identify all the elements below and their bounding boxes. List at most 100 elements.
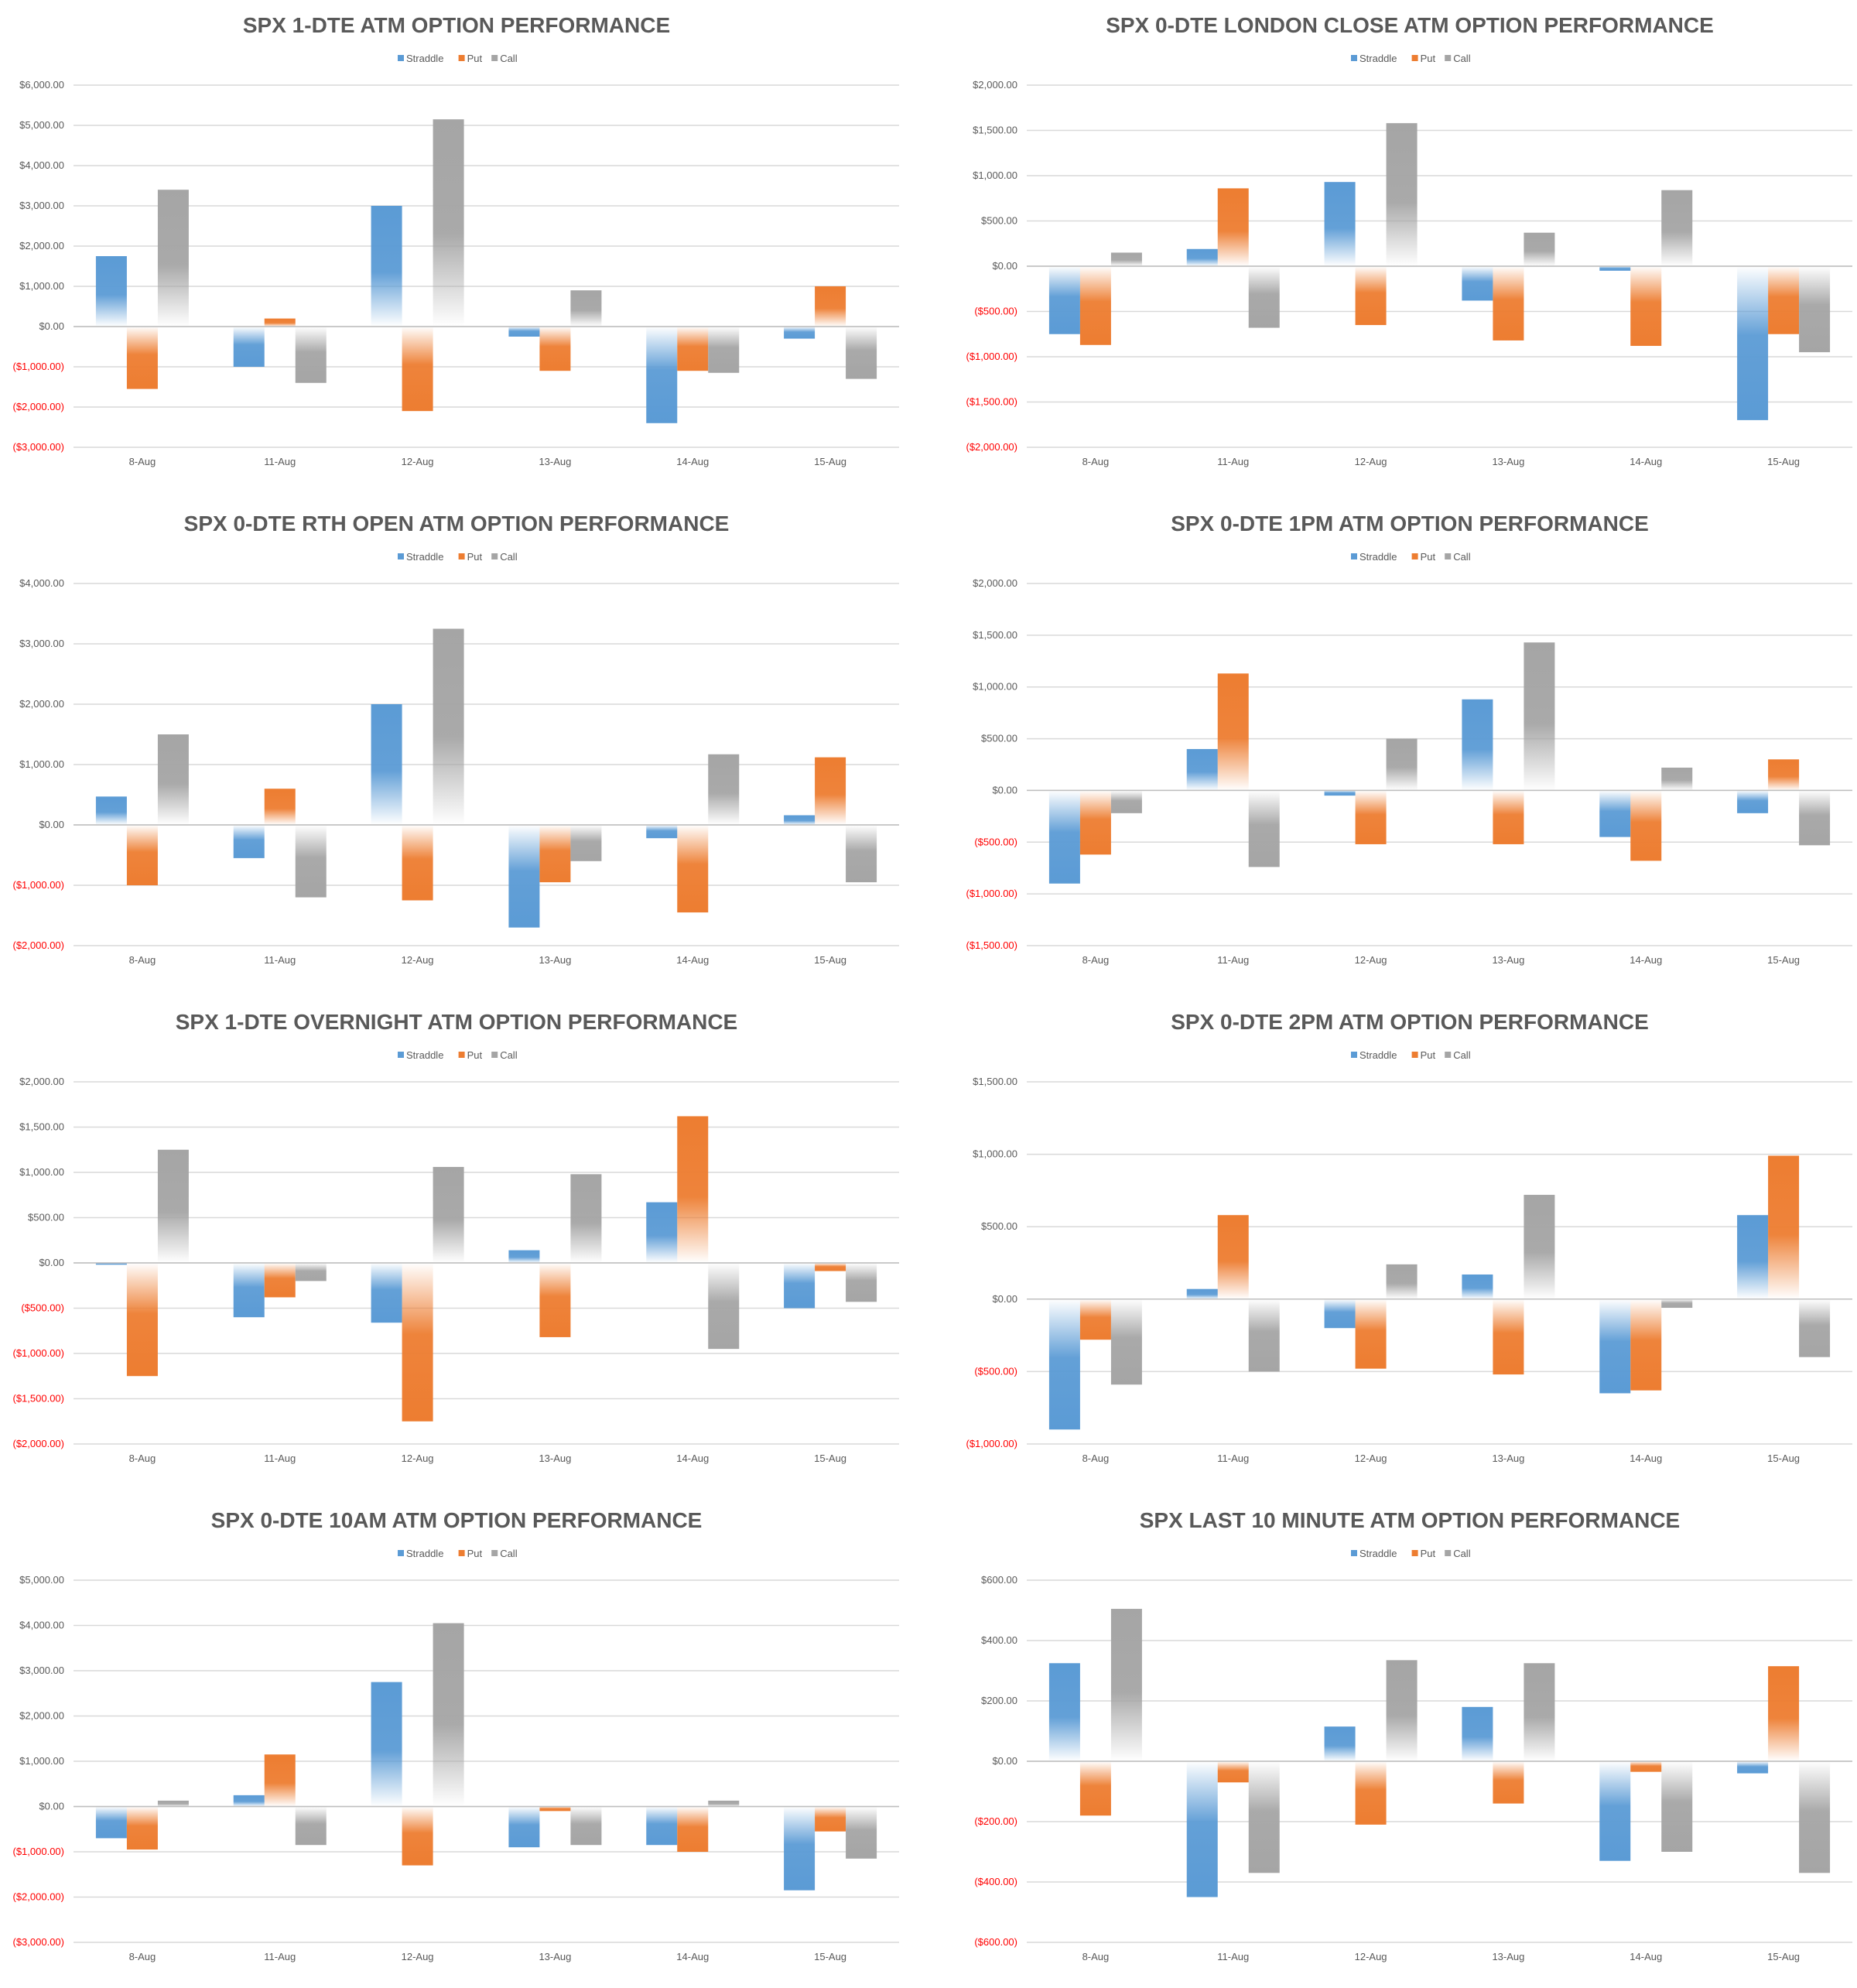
y-tick-label: ($1,000.00): [13, 1347, 65, 1359]
y-tick-label: ($1,000.00): [966, 1438, 1018, 1449]
legend-label-put: Put: [467, 1548, 483, 1559]
chart-panel-5: SPX 1-DTE OVERNIGHT ATM OPTION PERFORMAN…: [0, 997, 929, 1490]
x-tick-label: 11-Aug: [264, 456, 296, 467]
bar-straddle-12-Aug: [1324, 1726, 1356, 1761]
y-tick-label: $2,000.00: [973, 577, 1017, 589]
bar-call-8-Aug: [1110, 252, 1142, 266]
chart-legend: Straddle Put Call: [398, 1049, 518, 1061]
legend-swatch-call: [1445, 553, 1452, 559]
chart-legend: Straddle Put Call: [398, 551, 518, 563]
legend-swatch-straddle: [398, 1052, 404, 1058]
y-tick-label: ($400.00): [974, 1876, 1017, 1887]
bar-put-12-Aug: [1355, 790, 1387, 844]
bar-straddle-8-Aug: [1048, 1663, 1080, 1761]
bar-straddle-13-Aug: [508, 1806, 540, 1848]
bar-call-11-Aug: [295, 1263, 327, 1281]
bar-put-15-Aug: [815, 286, 846, 327]
chart-title: SPX 1-DTE ATM OPTION PERFORMANCE: [243, 13, 670, 37]
y-tick-label: ($500.00): [974, 1365, 1017, 1377]
y-tick-label: $4,000.00: [19, 577, 64, 589]
y-tick-label: ($500.00): [974, 306, 1017, 317]
bar-put-11-Aug: [264, 789, 296, 825]
bar-straddle-8-Aug: [1048, 790, 1080, 884]
bar-straddle-11-Aug: [233, 1795, 265, 1807]
bar-put-8-Aug: [1079, 1761, 1111, 1816]
chart-title: SPX 0-DTE 2PM ATM OPTION PERFORMANCE: [1171, 1010, 1649, 1034]
bar-straddle-12-Aug: [1324, 182, 1356, 266]
y-tick-label: ($3,000.00): [13, 1936, 65, 1948]
legend-swatch-straddle: [1351, 55, 1357, 61]
legend-swatch-straddle: [398, 1550, 404, 1556]
legend-label-call: Call: [1453, 551, 1471, 563]
y-tick-label: $3,000.00: [19, 1665, 64, 1676]
y-tick-label: ($1,000.00): [966, 888, 1018, 899]
y-tick-label: $0.00: [992, 1755, 1017, 1767]
bar-put-14-Aug: [1630, 1761, 1662, 1772]
y-tick-label: ($2,000.00): [13, 1438, 65, 1449]
bar-straddle-8-Aug: [95, 256, 127, 327]
y-tick-label: $0.00: [992, 1293, 1017, 1305]
x-tick-label: 13-Aug: [1492, 954, 1524, 966]
y-tick-label: $2,000.00: [19, 1710, 64, 1722]
y-tick-label: ($2,000.00): [966, 441, 1018, 453]
bar-straddle-14-Aug: [1599, 790, 1631, 837]
x-tick-label: 15-Aug: [814, 1453, 846, 1464]
legend-swatch-call: [491, 553, 498, 559]
x-tick-label: 8-Aug: [1082, 456, 1110, 467]
y-tick-label: $500.00: [981, 1220, 1017, 1232]
bar-call-12-Aug: [1386, 1264, 1418, 1299]
legend-label-put: Put: [1421, 53, 1436, 64]
legend-swatch-call: [491, 55, 498, 61]
bar-straddle-14-Aug: [1599, 266, 1631, 271]
y-tick-label: ($200.00): [974, 1815, 1017, 1827]
bar-call-14-Aug: [708, 1800, 740, 1807]
legend-label-put: Put: [1421, 1049, 1436, 1061]
bar-straddle-15-Aug: [784, 1806, 816, 1890]
bar-straddle-11-Aug: [1186, 1288, 1218, 1299]
bar-straddle-15-Aug: [784, 815, 816, 825]
bar-put-13-Aug: [539, 1806, 571, 1812]
bar-put-13-Aug: [539, 1263, 571, 1337]
y-tick-label: $0.00: [39, 320, 64, 332]
bar-straddle-12-Aug: [371, 206, 402, 327]
y-tick-label: $1,000.00: [973, 169, 1017, 181]
y-tick-label: $1,000.00: [973, 1148, 1017, 1160]
y-tick-label: $400.00: [981, 1634, 1017, 1646]
chart-title: SPX 0-DTE LONDON CLOSE ATM OPTION PERFOR…: [1106, 13, 1714, 37]
bar-straddle-11-Aug: [233, 825, 265, 858]
y-tick-label: ($1,000.00): [13, 879, 65, 891]
x-tick-label: 15-Aug: [1767, 954, 1800, 966]
bar-put-14-Aug: [1630, 1299, 1662, 1391]
y-tick-label: ($600.00): [974, 1936, 1017, 1948]
x-tick-label: 15-Aug: [814, 456, 846, 467]
legend-label-call: Call: [500, 1548, 518, 1559]
x-tick-label: 12-Aug: [1355, 1453, 1387, 1464]
bar-call-15-Aug: [846, 1263, 877, 1302]
legend-label-straddle: Straddle: [1359, 551, 1397, 563]
x-tick-label: 12-Aug: [402, 1951, 434, 1962]
bar-straddle-15-Aug: [1737, 266, 1769, 420]
bar-put-11-Aug: [264, 1263, 296, 1298]
x-tick-label: 15-Aug: [814, 954, 846, 966]
bar-straddle-8-Aug: [1048, 266, 1080, 334]
legend-label-call: Call: [500, 53, 518, 64]
x-tick-label: 14-Aug: [676, 1453, 709, 1464]
y-tick-label: $1,000.00: [19, 1755, 64, 1767]
x-tick-label: 14-Aug: [1630, 456, 1662, 467]
bar-put-14-Aug: [677, 825, 709, 913]
bar-call-14-Aug: [1661, 768, 1693, 791]
legend-swatch-call: [1445, 55, 1452, 61]
bar-straddle-13-Aug: [1462, 699, 1493, 791]
legend-label-straddle: Straddle: [1359, 1049, 1397, 1061]
x-tick-label: 13-Aug: [1492, 456, 1524, 467]
legend-swatch-call: [1445, 1550, 1452, 1556]
y-tick-label: ($500.00): [21, 1302, 64, 1314]
legend-swatch-put: [458, 55, 465, 61]
y-tick-label: $1,000.00: [973, 681, 1017, 693]
bar-call-8-Aug: [1110, 1299, 1142, 1385]
bar-put-12-Aug: [402, 825, 433, 901]
legend-swatch-straddle: [1351, 553, 1357, 559]
bar-put-12-Aug: [402, 1806, 433, 1866]
bar-put-15-Aug: [1768, 759, 1800, 791]
